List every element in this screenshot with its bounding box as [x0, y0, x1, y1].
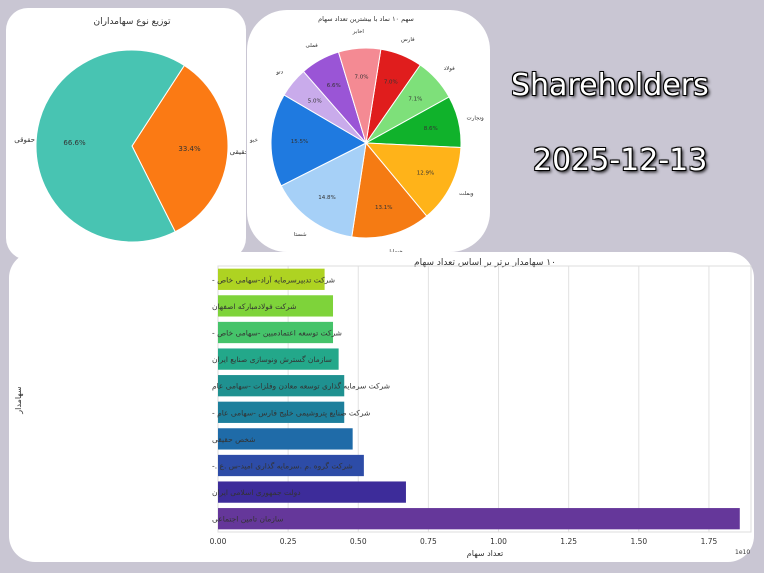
bar-card-top-shareholders: ۱۰ سهامدار برتر بر اساس تعداد سهام 0.00 0.…	[9, 252, 754, 562]
pie-slice-4	[351, 141, 428, 239]
x-tick-5: 1.25	[560, 537, 577, 546]
pie-label-6: خبو	[249, 137, 258, 143]
overlay-title: Shareholders	[511, 68, 709, 103]
y-tick-2: شرکت توسعه اعتمادمبین -سهامی خاص -	[212, 329, 342, 338]
x-tick-0: 0.00	[210, 537, 227, 546]
y-tick-4: شرکت سرمایه گذاری توسعه معادن وفلزات -سه…	[212, 382, 390, 391]
bar-2	[218, 321, 334, 344]
x-tick-2: 0.50	[350, 537, 367, 546]
pie-pct-9: 7.0%	[354, 75, 368, 81]
plot-frame	[217, 265, 752, 533]
pie-pct-0: 33.4%	[178, 145, 201, 153]
pie-label-3: وبملت	[459, 191, 474, 197]
x-tick-7: 1.75	[701, 537, 718, 546]
pie-chart-shareholder-type: توزیع نوع سهامداران 33.4% حقیقی 66.6% حقوقی	[14, 17, 249, 243]
x-tick-3: 0.75	[420, 537, 437, 546]
pie-label-9: اخابر	[352, 29, 365, 35]
pie-pct-2: 8.6%	[424, 126, 438, 132]
pie-pct-0: 7.0%	[384, 79, 398, 85]
pie-pct-1: 66.6%	[63, 139, 86, 147]
y-tick-9: سازمان تامین اجتماعی	[212, 515, 283, 524]
pie-pct-5: 14.8%	[318, 195, 335, 201]
pie-pct-4: 13.1%	[375, 205, 392, 211]
y-tick-7: شرکت گروه .م .سرمایه گذاری امید-س .ع .-	[212, 462, 353, 471]
pie-slice-3	[364, 142, 462, 217]
y-tick-0: شرکت تدبیرسرمایه آراد-سهامی خاص -	[212, 274, 335, 284]
pie-pct-3: 12.9%	[417, 171, 434, 177]
bar-chart-top-shareholders: ۱۰ سهامدار برتر بر اساس تعداد سهام 0.00 0.…	[14, 258, 752, 558]
bar-5	[218, 401, 345, 423]
pie-label-1: حقوقی	[14, 136, 35, 144]
pie-slice-6	[270, 94, 368, 187]
pie-label-0: فارس	[401, 37, 415, 43]
y-tick-1: شرکت فولادمبارکه اصفهان	[212, 302, 296, 311]
x-tick-4: 1.00	[490, 537, 507, 546]
x-tick-6: 1.50	[630, 537, 647, 546]
bar-0	[218, 268, 325, 290]
y-tick-3: سازمان گسترش ونوسازی صنایع ایران	[212, 355, 332, 364]
bar-1	[218, 295, 334, 317]
pie-label-7: دتو	[275, 70, 283, 76]
x-tick-1: 0.25	[280, 537, 297, 546]
bar-9	[218, 508, 740, 530]
y-tick-5: شرکت صنایع پتروشیمی خلیج فارس -سهامی عام…	[212, 408, 370, 417]
pie-label-1: فولاد	[444, 66, 455, 72]
pie-pct-1: 7.1%	[408, 96, 422, 102]
pie-slice-5	[280, 142, 367, 238]
bar-title: ۱۰ سهامدار برتر بر اساس تعداد سهام	[414, 258, 556, 268]
x-axis-label: تعداد سهام	[467, 549, 503, 558]
bar-8	[218, 481, 406, 503]
x-scale-note: 1e10	[735, 549, 750, 556]
pie-label-8: فملی	[306, 43, 319, 49]
pie-title: سهم ۱۰ نماد با بیشترین تعداد سهام	[318, 15, 414, 23]
bar-4	[218, 375, 345, 397]
pie-card-top-symbols: سهم ۱۰ نماد با بیشترین تعداد سهام 7.0% فار…	[247, 10, 490, 255]
pie-label-5: شستا	[294, 232, 307, 238]
pie-chart-top-symbols: سهم ۱۰ نماد با بیشترین تعداد سهام 7.0% فار…	[249, 15, 485, 255]
y-axis-label: سهامدار	[14, 386, 23, 415]
pie-label-0: حقیقی	[230, 148, 246, 156]
pie-card-shareholder-type: توزیع نوع سهامداران 33.4% حقیقی 66.6% حقوقی	[6, 8, 249, 260]
pie-slice-9	[337, 47, 382, 144]
pie-slice-0	[131, 64, 229, 233]
overlay-date: 2025-12-13	[533, 143, 708, 178]
pie-title: توزیع نوع سهامداران	[94, 17, 171, 27]
bar-7	[218, 454, 364, 477]
bar-6	[218, 428, 353, 450]
pie-pct-7: 5.0%	[308, 99, 322, 105]
pie-pct-8: 6.6%	[327, 83, 341, 89]
pie-pct-6: 15.5%	[291, 139, 308, 145]
bar-3	[218, 348, 339, 370]
y-tick-6: شخص حقیقی	[212, 435, 255, 444]
pie-label-2: وتجارت	[467, 116, 485, 122]
y-tick-8: دولت جمهوری اسلامی ایران	[212, 488, 301, 497]
pie-slice-1	[35, 49, 185, 243]
